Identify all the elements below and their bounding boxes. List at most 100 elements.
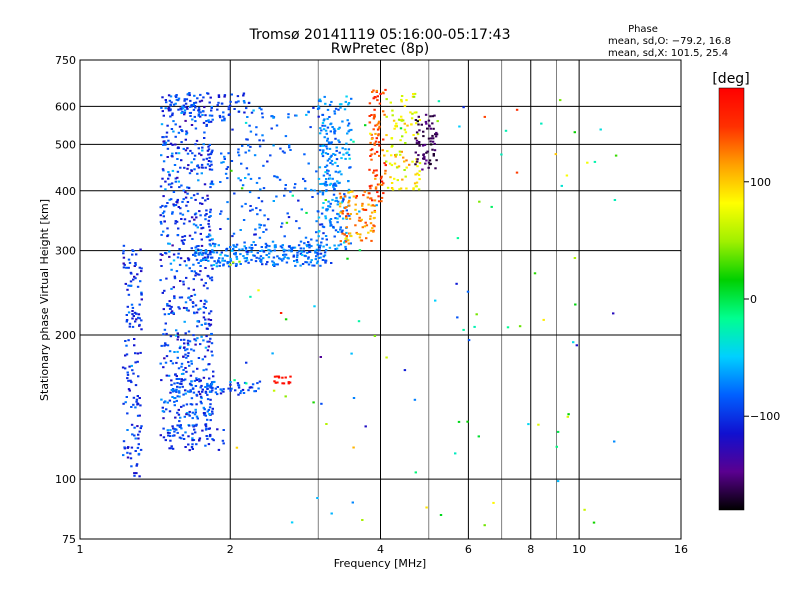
data-point bbox=[462, 106, 465, 109]
data-point bbox=[180, 362, 184, 365]
data-point bbox=[322, 202, 325, 204]
data-point bbox=[122, 262, 125, 265]
data-point bbox=[179, 212, 182, 215]
data-point bbox=[188, 267, 191, 270]
data-point bbox=[183, 239, 186, 241]
data-point bbox=[210, 279, 214, 282]
data-point bbox=[349, 242, 352, 245]
data-point bbox=[202, 143, 205, 146]
data-point bbox=[316, 251, 319, 254]
data-point bbox=[129, 457, 133, 460]
data-point bbox=[327, 205, 331, 208]
data-point bbox=[164, 343, 167, 346]
data-point bbox=[167, 434, 170, 437]
data-point bbox=[330, 141, 333, 144]
data-point bbox=[333, 130, 336, 133]
data-point bbox=[370, 137, 374, 140]
data-point bbox=[209, 152, 213, 155]
data-point bbox=[193, 218, 196, 221]
data-point bbox=[305, 113, 308, 116]
data-point bbox=[368, 168, 371, 171]
data-point bbox=[199, 115, 202, 118]
data-point bbox=[170, 379, 173, 382]
data-point bbox=[179, 280, 182, 282]
data-point bbox=[328, 103, 332, 106]
data-point bbox=[475, 313, 478, 316]
data-point bbox=[177, 146, 180, 149]
data-point bbox=[372, 89, 375, 92]
data-point bbox=[373, 152, 377, 155]
data-point bbox=[254, 228, 257, 231]
data-point bbox=[131, 310, 134, 312]
data-point bbox=[223, 119, 226, 122]
data-point bbox=[209, 160, 213, 163]
data-point bbox=[195, 377, 198, 380]
data-point bbox=[168, 304, 171, 307]
data-point bbox=[188, 92, 191, 94]
data-point bbox=[414, 163, 417, 166]
data-point bbox=[326, 169, 329, 172]
data-point bbox=[160, 265, 163, 267]
data-point bbox=[127, 379, 130, 382]
data-point bbox=[201, 146, 204, 149]
data-point bbox=[337, 244, 340, 247]
data-point bbox=[180, 141, 183, 144]
data-point bbox=[177, 252, 180, 255]
data-point bbox=[383, 162, 386, 165]
data-point bbox=[208, 233, 211, 236]
data-point bbox=[332, 184, 335, 187]
data-point bbox=[250, 244, 253, 246]
data-point bbox=[326, 159, 330, 162]
data-point bbox=[213, 260, 216, 263]
x-tick-labels: 1 2 4 6 8 10 16 bbox=[77, 543, 689, 556]
data-point bbox=[166, 344, 170, 347]
data-point bbox=[288, 144, 291, 147]
data-point bbox=[338, 181, 341, 184]
data-point bbox=[245, 257, 248, 259]
data-point bbox=[224, 254, 227, 257]
data-point bbox=[206, 388, 209, 390]
data-point bbox=[206, 253, 210, 256]
data-point bbox=[167, 171, 170, 173]
data-point bbox=[199, 379, 202, 382]
data-point bbox=[326, 137, 329, 140]
data-point bbox=[208, 312, 211, 315]
data-point bbox=[431, 122, 434, 125]
data-point bbox=[403, 160, 406, 163]
data-point bbox=[134, 437, 137, 440]
data-point bbox=[227, 152, 230, 155]
data-point bbox=[136, 446, 140, 449]
data-point bbox=[347, 201, 350, 204]
data-point bbox=[124, 401, 127, 404]
data-point bbox=[162, 114, 165, 117]
data-point bbox=[192, 334, 195, 337]
data-point bbox=[184, 191, 187, 194]
data-point bbox=[369, 141, 372, 144]
data-point bbox=[196, 248, 200, 251]
data-point bbox=[348, 214, 351, 217]
data-point bbox=[205, 335, 208, 338]
data-point bbox=[176, 411, 179, 414]
data-point bbox=[384, 164, 387, 167]
data-point bbox=[171, 244, 174, 247]
data-point bbox=[279, 147, 282, 150]
data-point bbox=[317, 210, 320, 213]
data-point bbox=[613, 199, 617, 201]
data-point bbox=[278, 257, 281, 260]
data-point bbox=[202, 369, 205, 372]
data-point bbox=[339, 240, 342, 243]
data-point bbox=[173, 351, 176, 353]
data-point bbox=[166, 304, 169, 307]
data-point bbox=[308, 246, 311, 249]
data-point bbox=[259, 224, 263, 227]
data-point bbox=[190, 247, 193, 250]
data-point bbox=[319, 190, 322, 193]
data-point bbox=[368, 115, 371, 117]
data-point bbox=[195, 403, 198, 406]
data-point bbox=[171, 212, 174, 215]
data-point bbox=[382, 138, 385, 141]
data-point bbox=[182, 369, 185, 371]
data-point bbox=[272, 389, 276, 392]
data-point bbox=[126, 451, 129, 454]
